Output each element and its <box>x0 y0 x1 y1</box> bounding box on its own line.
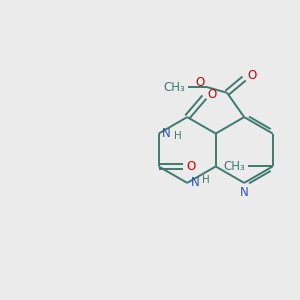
Text: H: H <box>202 175 210 185</box>
Text: N: N <box>162 127 171 140</box>
Text: N: N <box>240 186 249 199</box>
Text: O: O <box>187 160 196 173</box>
Text: O: O <box>195 76 204 89</box>
Text: O: O <box>248 69 257 82</box>
Text: CH₃: CH₃ <box>164 81 185 94</box>
Text: CH₃: CH₃ <box>224 160 245 173</box>
Text: N: N <box>190 176 200 189</box>
Text: H: H <box>174 131 181 141</box>
Text: O: O <box>208 88 217 101</box>
